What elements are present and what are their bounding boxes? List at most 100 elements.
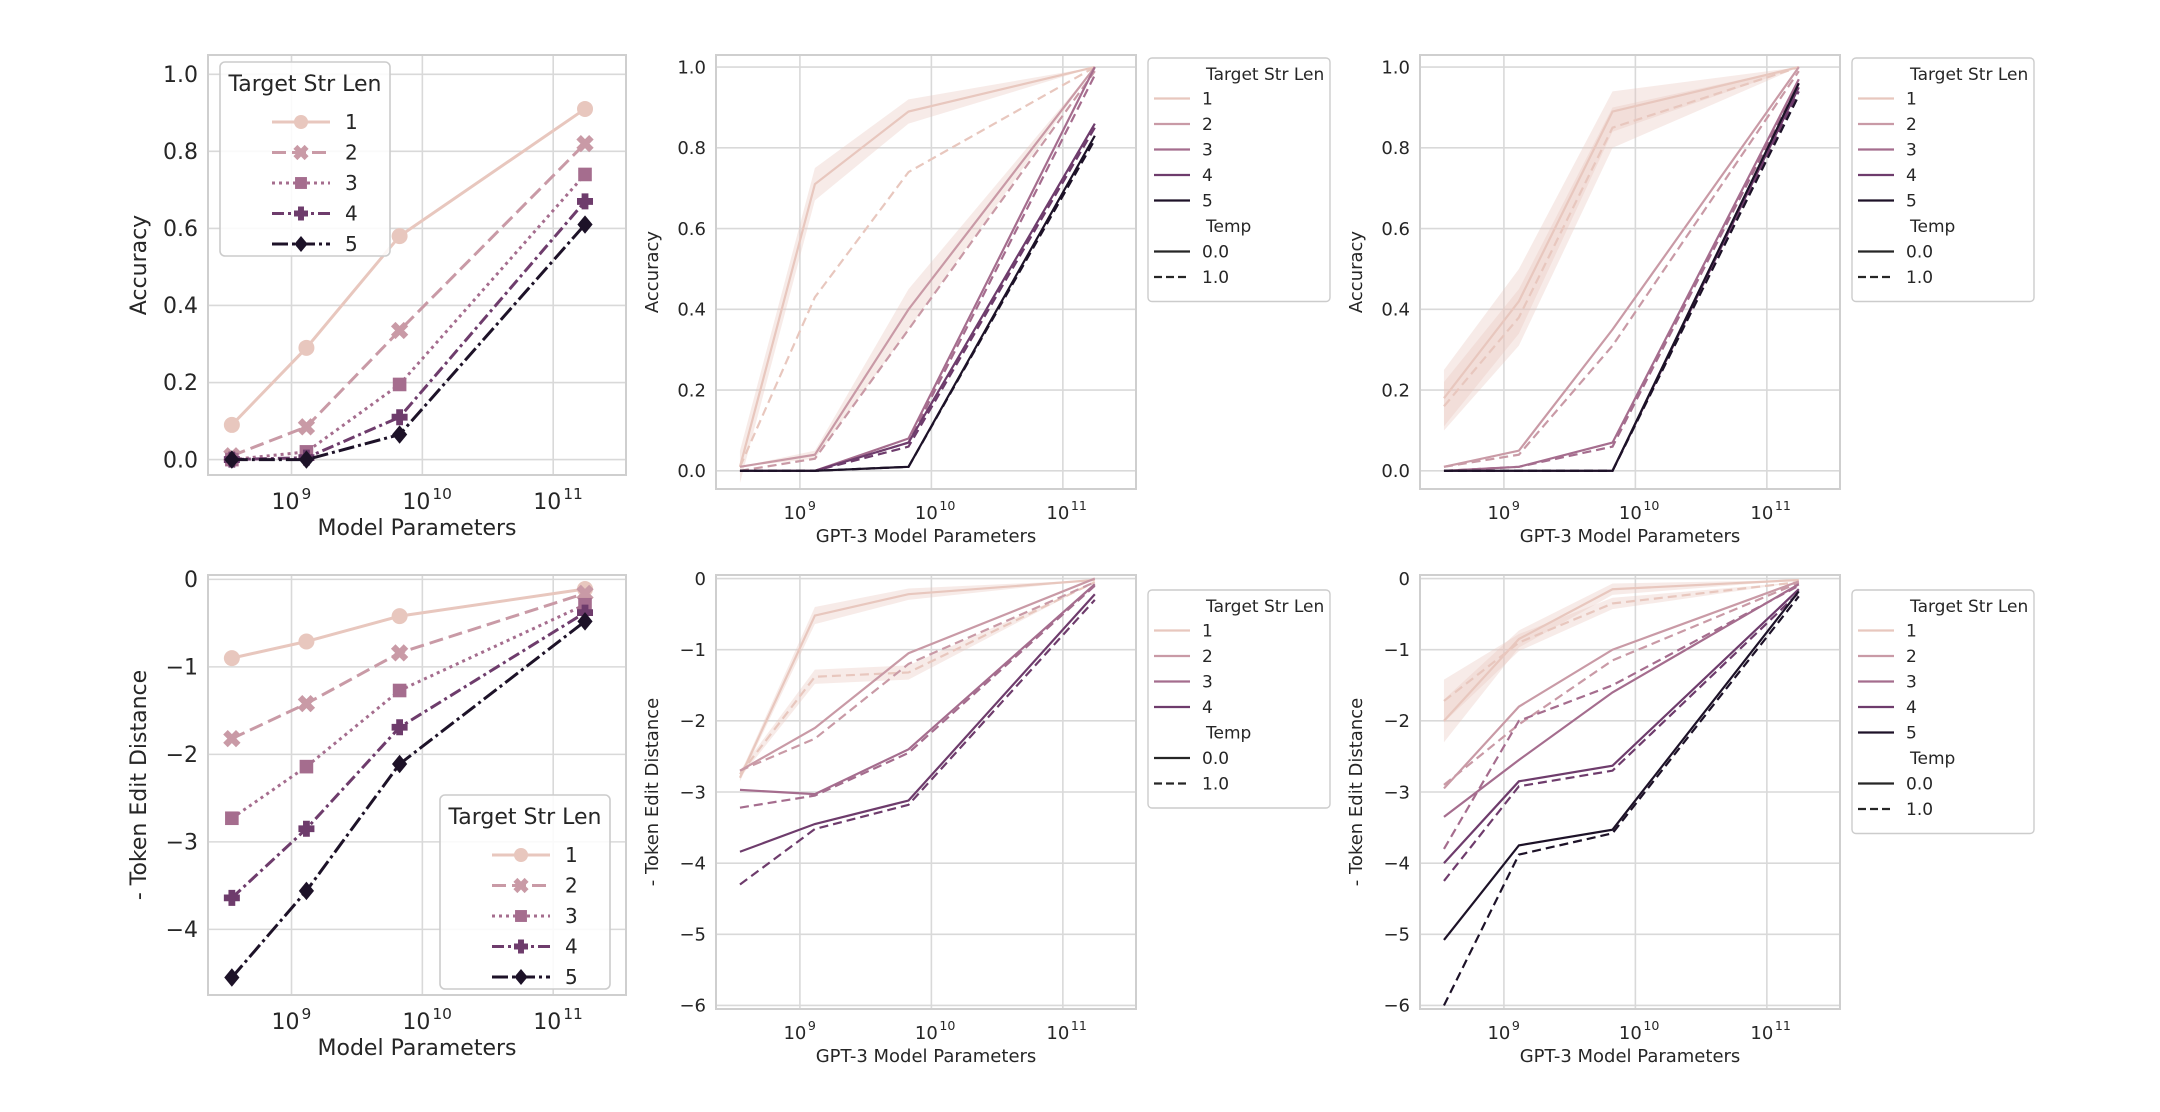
x-tick-label: 10 [402,1010,430,1035]
y-tick-label: 1.0 [677,57,706,78]
x-tick-exponent: 9 [808,1018,816,1033]
series-line-len-3 [231,603,586,820]
x-axis-label: Model Parameters [318,516,517,541]
y-tick-label: −2 [166,743,198,768]
legend-label-len-1: 1 [565,843,578,867]
y-tick-label: 0.4 [677,300,706,321]
series-line-len-2 [231,142,587,458]
series-line-len-1-temp-0.0 [738,66,1096,468]
y-tick-label: 0.6 [163,217,198,242]
y-tick-label: −4 [1383,853,1410,874]
legend-label-temp-1.0: 1.0 [1906,268,1933,288]
series-line-len-5-temp-1.0 [1442,595,1800,1006]
x-tick-exponent: 10 [1643,498,1659,513]
x-tick-label: 10 [1487,1023,1510,1044]
y-tick-label: −2 [679,711,706,732]
x-tick-exponent: 9 [1512,498,1520,513]
legend-label-len-3: 3 [1906,673,1917,693]
legend-label-len-3: 3 [1202,673,1213,693]
y-tick-label: −4 [166,918,198,943]
x-tick-exponent: 11 [1071,498,1087,513]
plot-frame [1419,54,1841,490]
x-tick-exponent: 10 [939,498,955,513]
legend-label-len-2: 2 [1906,647,1917,667]
y-tick-label: −1 [679,640,706,661]
y-axis-label: - Token Edit Distance [1346,698,1367,886]
data-point-len-3 [225,811,239,826]
legend-label-len-3: 3 [1202,141,1213,161]
y-tick-label: −6 [1383,996,1410,1017]
legend-label-len-3: 3 [345,171,358,195]
legend-marker-len-2 [513,877,529,894]
y-tick-label: −6 [679,996,706,1017]
x-tick-label: 10 [272,1010,300,1035]
series-line-len-2-temp-0.0 [1443,580,1800,790]
legend-title: Target Str Len [1205,65,1324,85]
x-tick-label: 10 [1750,1023,1773,1044]
legend-label-len-5: 5 [1202,192,1213,212]
plot-frame [207,574,627,996]
x-tick-label: 10 [1046,1023,1069,1044]
legend-marker-len-5 [294,235,308,253]
data-point-len-2 [223,729,241,748]
legend-title: Target Str Len [447,805,601,830]
data-point-len-1 [223,650,240,667]
legend-label-len-4: 4 [1202,166,1213,186]
data-point-len-5 [224,450,240,469]
series-line-len-4 [231,200,587,462]
series-line-len-2-temp-0.0 [1443,66,1800,468]
legend-marker-len-1 [514,848,528,862]
data-point-len-1 [298,633,315,650]
x-tick-exponent: 9 [808,498,816,513]
legend-marker-len-2 [293,144,309,161]
legend-marker-len-3 [515,910,527,922]
data-point-len-2 [297,418,316,436]
confidence-band-len-1 [1443,582,1799,723]
x-tick-exponent: 10 [1643,1018,1659,1033]
x-axis-label: GPT-3 Model Parameters [1520,1046,1741,1067]
series-line-len-2-temp-1.0 [1443,581,1800,786]
y-tick-label: 0 [1399,569,1410,590]
y-tick-label: 0.8 [1381,138,1410,159]
legend-marker-len-3 [295,177,307,189]
y-tick-label: 0.0 [1381,461,1410,482]
x-tick-exponent: 10 [939,1018,955,1033]
series-line-len-3-temp-1.0 [739,74,1096,472]
legend-label-temp-0.0: 0.0 [1906,775,1933,795]
legend-label-len-5: 5 [1906,192,1917,212]
legend-title: Target Str Len [227,72,381,97]
series-line-len-4-temp-1.0 [739,599,1096,886]
y-tick-label: −5 [679,925,706,946]
x-axis-label: GPT-3 Model Parameters [816,1046,1037,1067]
legend-temp-title: Temp [1909,749,1955,769]
y-tick-label: −3 [1383,782,1410,803]
data-point-len-4 [298,820,315,837]
x-tick-exponent: 10 [432,1005,452,1023]
legend-label-temp-1.0: 1.0 [1906,800,1933,820]
series-line-len-5 [231,223,587,462]
series-line-len-3-temp-1.0 [739,584,1096,809]
series-line-len-1-temp-0.0 [1443,66,1800,399]
x-tick-exponent: 9 [302,485,312,503]
x-tick-label: 10 [915,1023,938,1044]
legend-label-temp-1.0: 1.0 [1202,268,1229,288]
data-point-len-2 [390,644,409,662]
data-point-len-3 [299,759,314,774]
series-line-len-4-temp-0.0 [739,593,1096,853]
series-line-len-1-temp-1.0 [1443,66,1800,407]
series-line-len-1-temp-0.0 [1443,578,1799,722]
x-axis-label: GPT-3 Model Parameters [1520,526,1741,547]
x-tick-label: 10 [783,1023,806,1044]
data-point-len-1 [298,339,315,356]
data-point-len-2 [390,321,409,340]
series-line-len-3-temp-0.0 [739,583,1096,796]
x-tick-label: 10 [533,1010,561,1035]
legend-marker-len-5 [514,968,528,986]
legend-label-len-5: 5 [345,232,358,256]
legend-temp-title: Temp [1205,724,1251,744]
y-tick-label: 0.0 [677,461,706,482]
y-axis-label: - Token Edit Distance [642,698,663,886]
